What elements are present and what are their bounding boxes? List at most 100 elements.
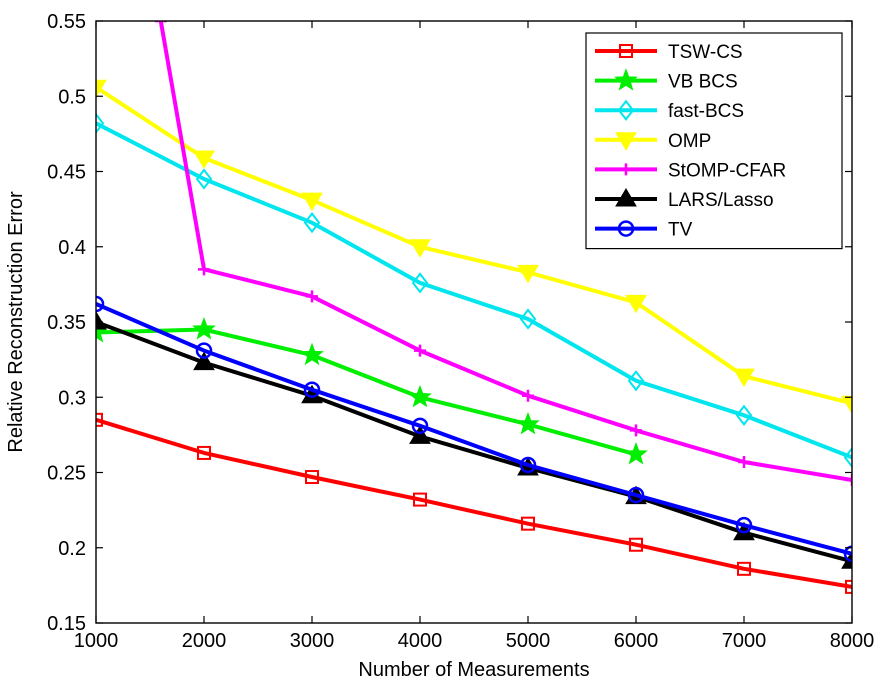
data-point-vb-bcs-2000: [192, 317, 216, 340]
legend-label-lars-lasso: LARS/Lasso: [668, 190, 774, 211]
data-point-tv-1000: [96, 295, 105, 313]
data-point-stomp-cfar-1600: [154, 21, 167, 27]
data-point-fast-bcs-6000: [627, 370, 645, 392]
y-tick-label: 0.3: [58, 387, 86, 409]
series-omp: [96, 79, 852, 415]
series-layer: [96, 21, 852, 594]
legend-entry-fast-bcs: fast-BCS: [595, 99, 744, 122]
data-point-fast-bcs-5000: [519, 308, 537, 330]
y-tick-label: 0.5: [58, 86, 86, 108]
legend-marker-fast-bcs: [617, 99, 635, 121]
legend-marker-tsw-cs: [619, 44, 633, 58]
data-point-vb-bcs-6000: [624, 441, 648, 465]
data-point-omp-7000: [733, 368, 755, 388]
x-tick-label: 5000: [506, 630, 551, 652]
data-point-tsw-cs-4000: [413, 492, 427, 507]
series-line-tv: [96, 302, 852, 556]
legend-label-tv: TV: [668, 220, 693, 241]
legend-marker-omp: [615, 132, 637, 151]
data-point-omp-8000: [841, 395, 852, 415]
data-point-lars-lasso-1000: [96, 311, 107, 330]
data-point-tv-7000: [735, 516, 753, 534]
data-point-omp-6000: [625, 294, 647, 314]
series-tsw-cs: [96, 412, 852, 594]
legend-entry-vb-bcs: VB BCS: [595, 68, 738, 93]
x-axis-label: Number of Measurements: [358, 659, 589, 681]
x-tick-label: 2000: [182, 630, 227, 652]
y-tick-label: 0.25: [47, 463, 86, 485]
legend-label-vb-bcs: VB BCS: [668, 72, 738, 93]
y-tick-label: 0.2: [58, 538, 86, 560]
data-point-tv-2000: [195, 342, 213, 359]
data-point-omp-5000: [517, 264, 539, 284]
data-point-fast-bcs-7000: [735, 404, 753, 426]
series-line-vb-bcs: [96, 327, 637, 457]
data-point-omp-3000: [301, 192, 323, 212]
y-tick-label: 0.4: [58, 237, 86, 259]
data-point-tv-3000: [303, 381, 321, 398]
data-point-tv-5000: [519, 456, 537, 474]
data-point-vb-bcs-4000: [408, 384, 432, 408]
legend-marker-vb-bcs: [614, 68, 638, 91]
data-point-tv-8000: [843, 545, 852, 563]
legend-label-tsw-cs: TSW-CS: [668, 42, 743, 63]
legend-marker-stomp-cfar: [620, 163, 632, 176]
x-tick-label: 8000: [830, 630, 875, 652]
data-point-tsw-cs-6000: [629, 537, 643, 552]
data-point-tsw-cs-2000: [197, 445, 211, 460]
legend-entry-lars-lasso: LARS/Lasso: [595, 188, 774, 211]
legend-marker-tv: [617, 220, 635, 237]
data-point-stomp-cfar-2000: [198, 263, 210, 276]
data-point-stomp-cfar-8000: [846, 474, 852, 487]
data-point-fast-bcs-2000: [195, 168, 213, 190]
data-point-tsw-cs-1000: [96, 412, 103, 427]
x-tick-label: 7000: [722, 630, 767, 652]
x-tick-label: 4000: [398, 630, 443, 652]
legend-entry-tv: TV: [595, 220, 693, 241]
y-tick-label: 0.55: [47, 11, 86, 33]
data-point-tv-4000: [411, 417, 429, 435]
series-stomp-cfar: [154, 21, 852, 487]
data-point-vb-bcs-5000: [516, 411, 540, 435]
x-tick-label: 3000: [290, 630, 335, 652]
legend-entry-omp: OMP: [595, 131, 711, 152]
series-tv: [96, 295, 852, 563]
series-line-lars-lasso: [96, 320, 852, 564]
data-point-omp-2000: [193, 150, 215, 169]
legend: TSW-CS VB BCS fast-BCS OMP StOMP-CFAR LARS/La…: [585, 32, 843, 250]
data-point-vb-bcs-3000: [300, 342, 324, 366]
series-line-omp: [96, 85, 852, 406]
series-line-stomp-cfar: [158, 21, 852, 482]
data-point-omp-4000: [409, 239, 431, 258]
data-point-lars-lasso-2000: [193, 351, 215, 371]
data-point-stomp-cfar-4000: [414, 344, 426, 357]
legend-entry-stomp-cfar: StOMP-CFAR: [595, 160, 786, 181]
x-tick-label: 6000: [614, 630, 659, 652]
data-point-fast-bcs-8000: [843, 446, 852, 469]
data-point-lars-lasso-4000: [409, 425, 431, 444]
data-point-tsw-cs-8000: [845, 579, 852, 594]
legend-label-fast-bcs: fast-BCS: [668, 101, 744, 122]
legend-entry-tsw-cs: TSW-CS: [595, 42, 743, 63]
data-point-stomp-cfar-3000: [306, 290, 318, 303]
y-tick-label: 0.45: [47, 162, 86, 184]
legend-label-omp: OMP: [668, 131, 711, 152]
y-tick-label: 0.15: [47, 613, 86, 635]
axes-layer: 1000 2000 3000 4000 5000 6000 7000 8000 0.15 0.2 0…: [47, 11, 874, 652]
y-tick-label: 0.35: [47, 312, 86, 334]
x-tick-label: 1000: [74, 630, 119, 652]
data-point-stomp-cfar-6000: [630, 424, 642, 437]
series-line-tsw-cs: [96, 417, 852, 589]
series-vb-bcs: [96, 317, 648, 465]
data-point-stomp-cfar-5000: [522, 389, 534, 402]
data-point-fast-bcs-4000: [411, 272, 429, 294]
data-point-tsw-cs-7000: [737, 561, 751, 576]
data-point-omp-1000: [96, 79, 107, 99]
data-point-fast-bcs-3000: [303, 212, 321, 234]
series-line-fast-bcs: [96, 121, 852, 460]
data-point-tsw-cs-3000: [305, 470, 319, 485]
series-fast-bcs: [96, 112, 852, 469]
legend-marker-lars-lasso: [615, 188, 637, 207]
legend-label-stomp-cfar: StOMP-CFAR: [668, 160, 786, 181]
